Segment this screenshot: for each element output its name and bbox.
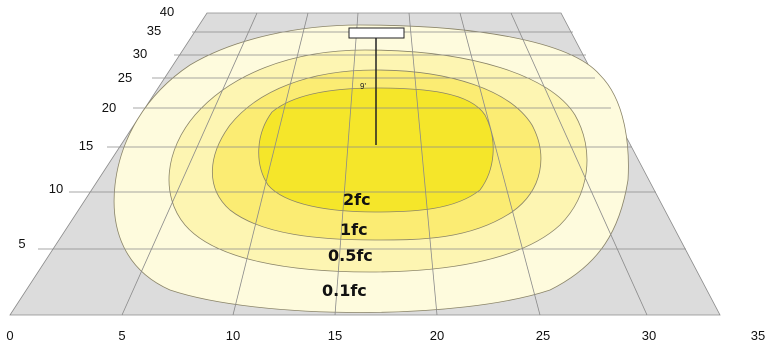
- x-axis-ticks: 0 5 10 15 20 25 30 35: [6, 328, 765, 343]
- y-tick-15: 15: [79, 138, 93, 153]
- x-tick-15: 15: [328, 328, 342, 343]
- y-tick-30: 30: [133, 46, 147, 61]
- y-tick-10: 10: [49, 181, 63, 196]
- light-fixture: [348, 27, 405, 39]
- grid-lines: [38, 12, 686, 316]
- contour-label-0.1fc: 0.1fc: [322, 281, 367, 300]
- y-tick-5: 5: [18, 236, 25, 251]
- y-tick-20: 20: [102, 100, 116, 115]
- contour-2fc: [258, 87, 494, 213]
- grid-x-30: [510, 12, 648, 316]
- grid-x-20: [408, 12, 438, 316]
- y-tick-35: 35: [147, 23, 161, 38]
- contour-layers: [113, 24, 629, 313]
- y-tick-25: 25: [118, 70, 132, 85]
- contour-label-1fc: 1fc: [340, 220, 368, 239]
- x-tick-5: 5: [118, 328, 125, 343]
- x-tick-20: 20: [430, 328, 444, 343]
- y-axis-ticks: 5 10 15 20 25 30 35 40: [18, 4, 174, 251]
- x-tick-35: 35: [751, 328, 765, 343]
- x-tick-30: 30: [642, 328, 656, 343]
- contour-label-2fc: 2fc: [343, 190, 371, 209]
- pole-height-label: 9': [360, 82, 366, 91]
- x-tick-10: 10: [226, 328, 240, 343]
- x-tick-0: 0: [6, 328, 13, 343]
- y-tick-40: 40: [160, 4, 174, 19]
- contour-label-0.5fc: 0.5fc: [328, 246, 373, 265]
- grid-x-15: [334, 12, 359, 316]
- grid-x-10: [232, 12, 309, 316]
- grid-x-5: [121, 12, 258, 316]
- x-tick-25: 25: [536, 328, 550, 343]
- grid-x-25: [459, 12, 541, 316]
